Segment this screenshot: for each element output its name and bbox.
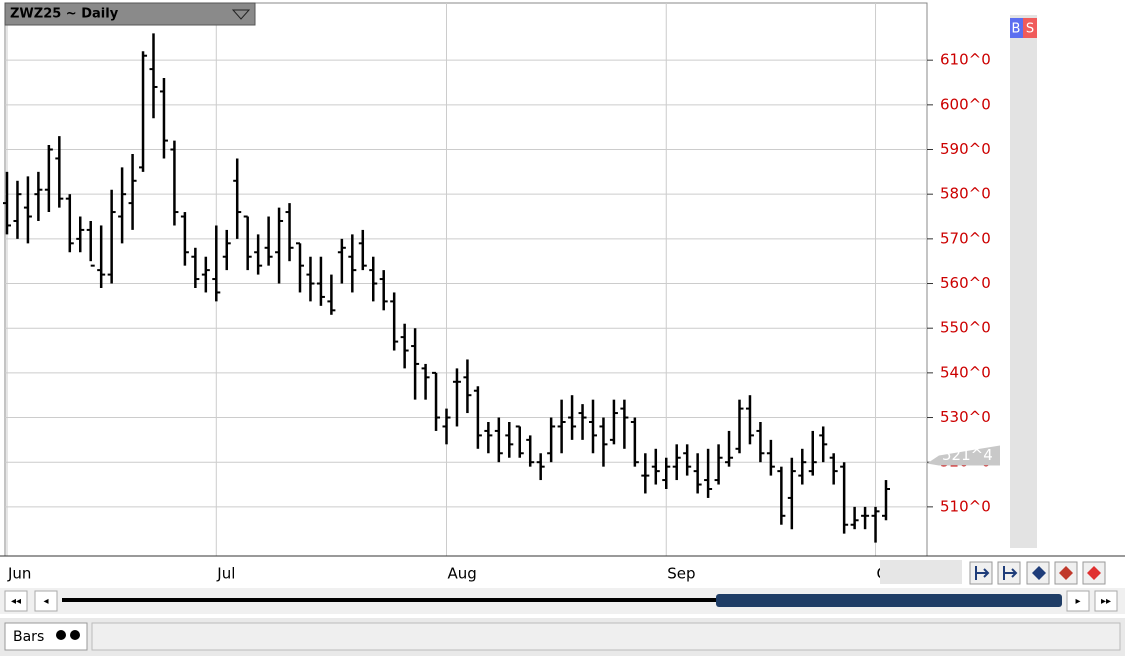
- toolbar: [969, 561, 1106, 585]
- plot-area: [4, 2, 928, 557]
- icon: [1032, 566, 1046, 580]
- icon: [70, 630, 80, 640]
- y-tick-label: 560^0: [940, 274, 991, 292]
- scroll-left[interactable]: [34, 590, 58, 612]
- sell-button[interactable]: [1023, 18, 1037, 38]
- sell-label: S: [1026, 22, 1034, 37]
- scroll-start[interactable]: [4, 590, 28, 612]
- icon: ▸: [1075, 596, 1080, 607]
- buy-button[interactable]: [1010, 18, 1023, 38]
- scroll-thumb[interactable]: [716, 594, 1062, 607]
- icon: [1059, 566, 1073, 580]
- last-price-pointer: [927, 445, 1000, 466]
- chart-title: ZWZ25 ~ Daily: [10, 7, 119, 22]
- y-tick-label: 590^0: [940, 140, 991, 158]
- last-price-label: 521^4: [942, 446, 993, 464]
- side-strip: [1010, 15, 1037, 548]
- x-tick-label: Jul: [216, 565, 235, 583]
- x-tick-label: Jun: [7, 565, 31, 583]
- y-tick-label: 510^0: [940, 497, 991, 515]
- icon: ◂: [43, 596, 48, 607]
- y-tick-label: 580^0: [940, 185, 991, 203]
- plot: 510^0520^0530^0540^0550^0560^0570^0580^0…: [3, 3, 1000, 583]
- y-tick-label: 530^0: [940, 408, 991, 426]
- tab-label: Bars: [13, 629, 44, 645]
- scroll-end[interactable]: [1094, 590, 1118, 612]
- status-area: [91, 622, 1121, 651]
- symbol-box[interactable]: [4, 2, 256, 26]
- dropdown-arrow[interactable]: [231, 9, 251, 20]
- scroll-right[interactable]: [1066, 590, 1090, 612]
- y-tick-label: 540^0: [940, 363, 991, 381]
- x-tick-label: Aug: [448, 565, 477, 583]
- icon: [56, 630, 66, 640]
- icon: [1087, 566, 1101, 580]
- icon: ◂◂: [11, 596, 21, 607]
- icon: ▸▸: [1101, 596, 1111, 607]
- y-tick-label: 550^0: [940, 319, 991, 337]
- buy-label: B: [1012, 22, 1021, 37]
- icon: [1003, 566, 1018, 580]
- y-tick-label: 610^0: [940, 51, 991, 69]
- y-tick-label: 570^0: [940, 229, 991, 247]
- x-axis-box: [880, 560, 962, 584]
- y-tick-label: 600^0: [940, 95, 991, 113]
- icon: [975, 566, 990, 580]
- x-tick-label: Sep: [667, 565, 695, 583]
